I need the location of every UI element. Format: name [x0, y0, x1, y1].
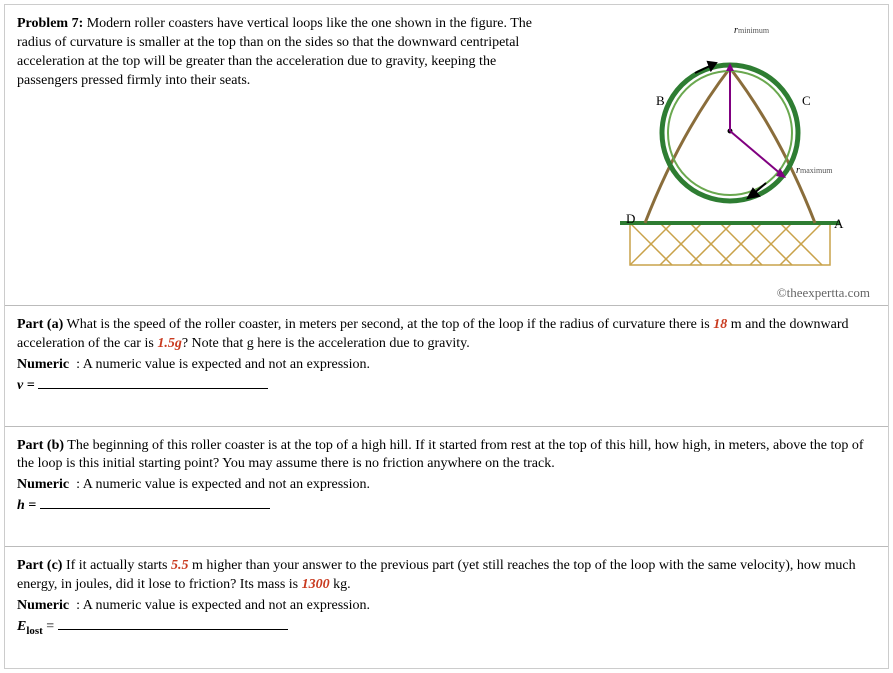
numeric-text: : A numeric value is expected and not an…	[76, 598, 370, 613]
part-b-var: h =	[17, 498, 36, 513]
problem-text: Modern roller coasters have vertical loo…	[17, 16, 532, 88]
part-a-label: Part (a)	[17, 317, 63, 332]
part-c-text1: If it actually starts	[66, 558, 171, 573]
part-c-var-sub: lost	[26, 625, 42, 637]
svg-text:minimum: minimum	[738, 26, 770, 35]
part-a-value1: 18	[713, 317, 727, 332]
part-a-text1: What is the speed of the roller coaster,…	[67, 317, 714, 332]
answer-blank[interactable]	[58, 616, 288, 630]
part-c-numeric-line: Numeric : A numeric value is expected an…	[17, 597, 876, 616]
part-c-label: Part (c)	[17, 558, 62, 573]
svg-text:A: A	[834, 216, 844, 231]
svg-text:maximum: maximum	[800, 166, 833, 175]
part-a-numeric-line: Numeric : A numeric value is expected an…	[17, 356, 876, 375]
copyright-text: ©theexpertta.com	[777, 285, 870, 301]
numeric-label: Numeric	[17, 598, 69, 613]
part-a-answer-line: v =	[17, 375, 876, 396]
roller-coaster-figure: B C D A r minimum r maximum	[590, 13, 870, 293]
part-b: Part (b) The beginning of this roller co…	[5, 427, 888, 547]
numeric-text: : A numeric value is expected and not an…	[76, 357, 370, 372]
answer-blank[interactable]	[38, 375, 268, 389]
answer-blank[interactable]	[40, 495, 270, 509]
problem-label: Problem 7:	[17, 16, 83, 31]
svg-text:C: C	[802, 93, 811, 108]
problem-header-block: Problem 7: Modern roller coasters have v…	[5, 5, 888, 305]
part-a: Part (a) What is the speed of the roller…	[5, 306, 888, 426]
part-b-text: The beginning of this roller coaster is …	[17, 438, 864, 472]
svg-text:D: D	[626, 211, 635, 226]
part-a-var: v =	[17, 378, 35, 393]
part-b-numeric-line: Numeric : A numeric value is expected an…	[17, 476, 876, 495]
part-c-var-eq: =	[43, 619, 54, 634]
part-b-answer-line: h =	[17, 495, 876, 516]
part-c-var-main: E	[17, 619, 26, 634]
part-c-text3: kg.	[330, 577, 351, 592]
part-c: Part (c) If it actually starts 5.5 m hig…	[5, 547, 888, 668]
numeric-label: Numeric	[17, 357, 69, 372]
part-a-value2: 1.5g	[157, 336, 182, 351]
part-c-value2: 1300	[302, 577, 330, 592]
document-container: Problem 7: Modern roller coasters have v…	[4, 4, 889, 669]
part-a-text3: ? Note that g here is the acceleration d…	[182, 336, 470, 351]
numeric-label: Numeric	[17, 477, 69, 492]
part-c-value1: 5.5	[171, 558, 189, 573]
part-c-answer-line: Elost =	[17, 616, 876, 639]
part-b-label: Part (b)	[17, 438, 64, 453]
problem-statement: Problem 7: Modern roller coasters have v…	[17, 15, 537, 91]
svg-text:B: B	[656, 93, 665, 108]
numeric-text: : A numeric value is expected and not an…	[76, 477, 370, 492]
